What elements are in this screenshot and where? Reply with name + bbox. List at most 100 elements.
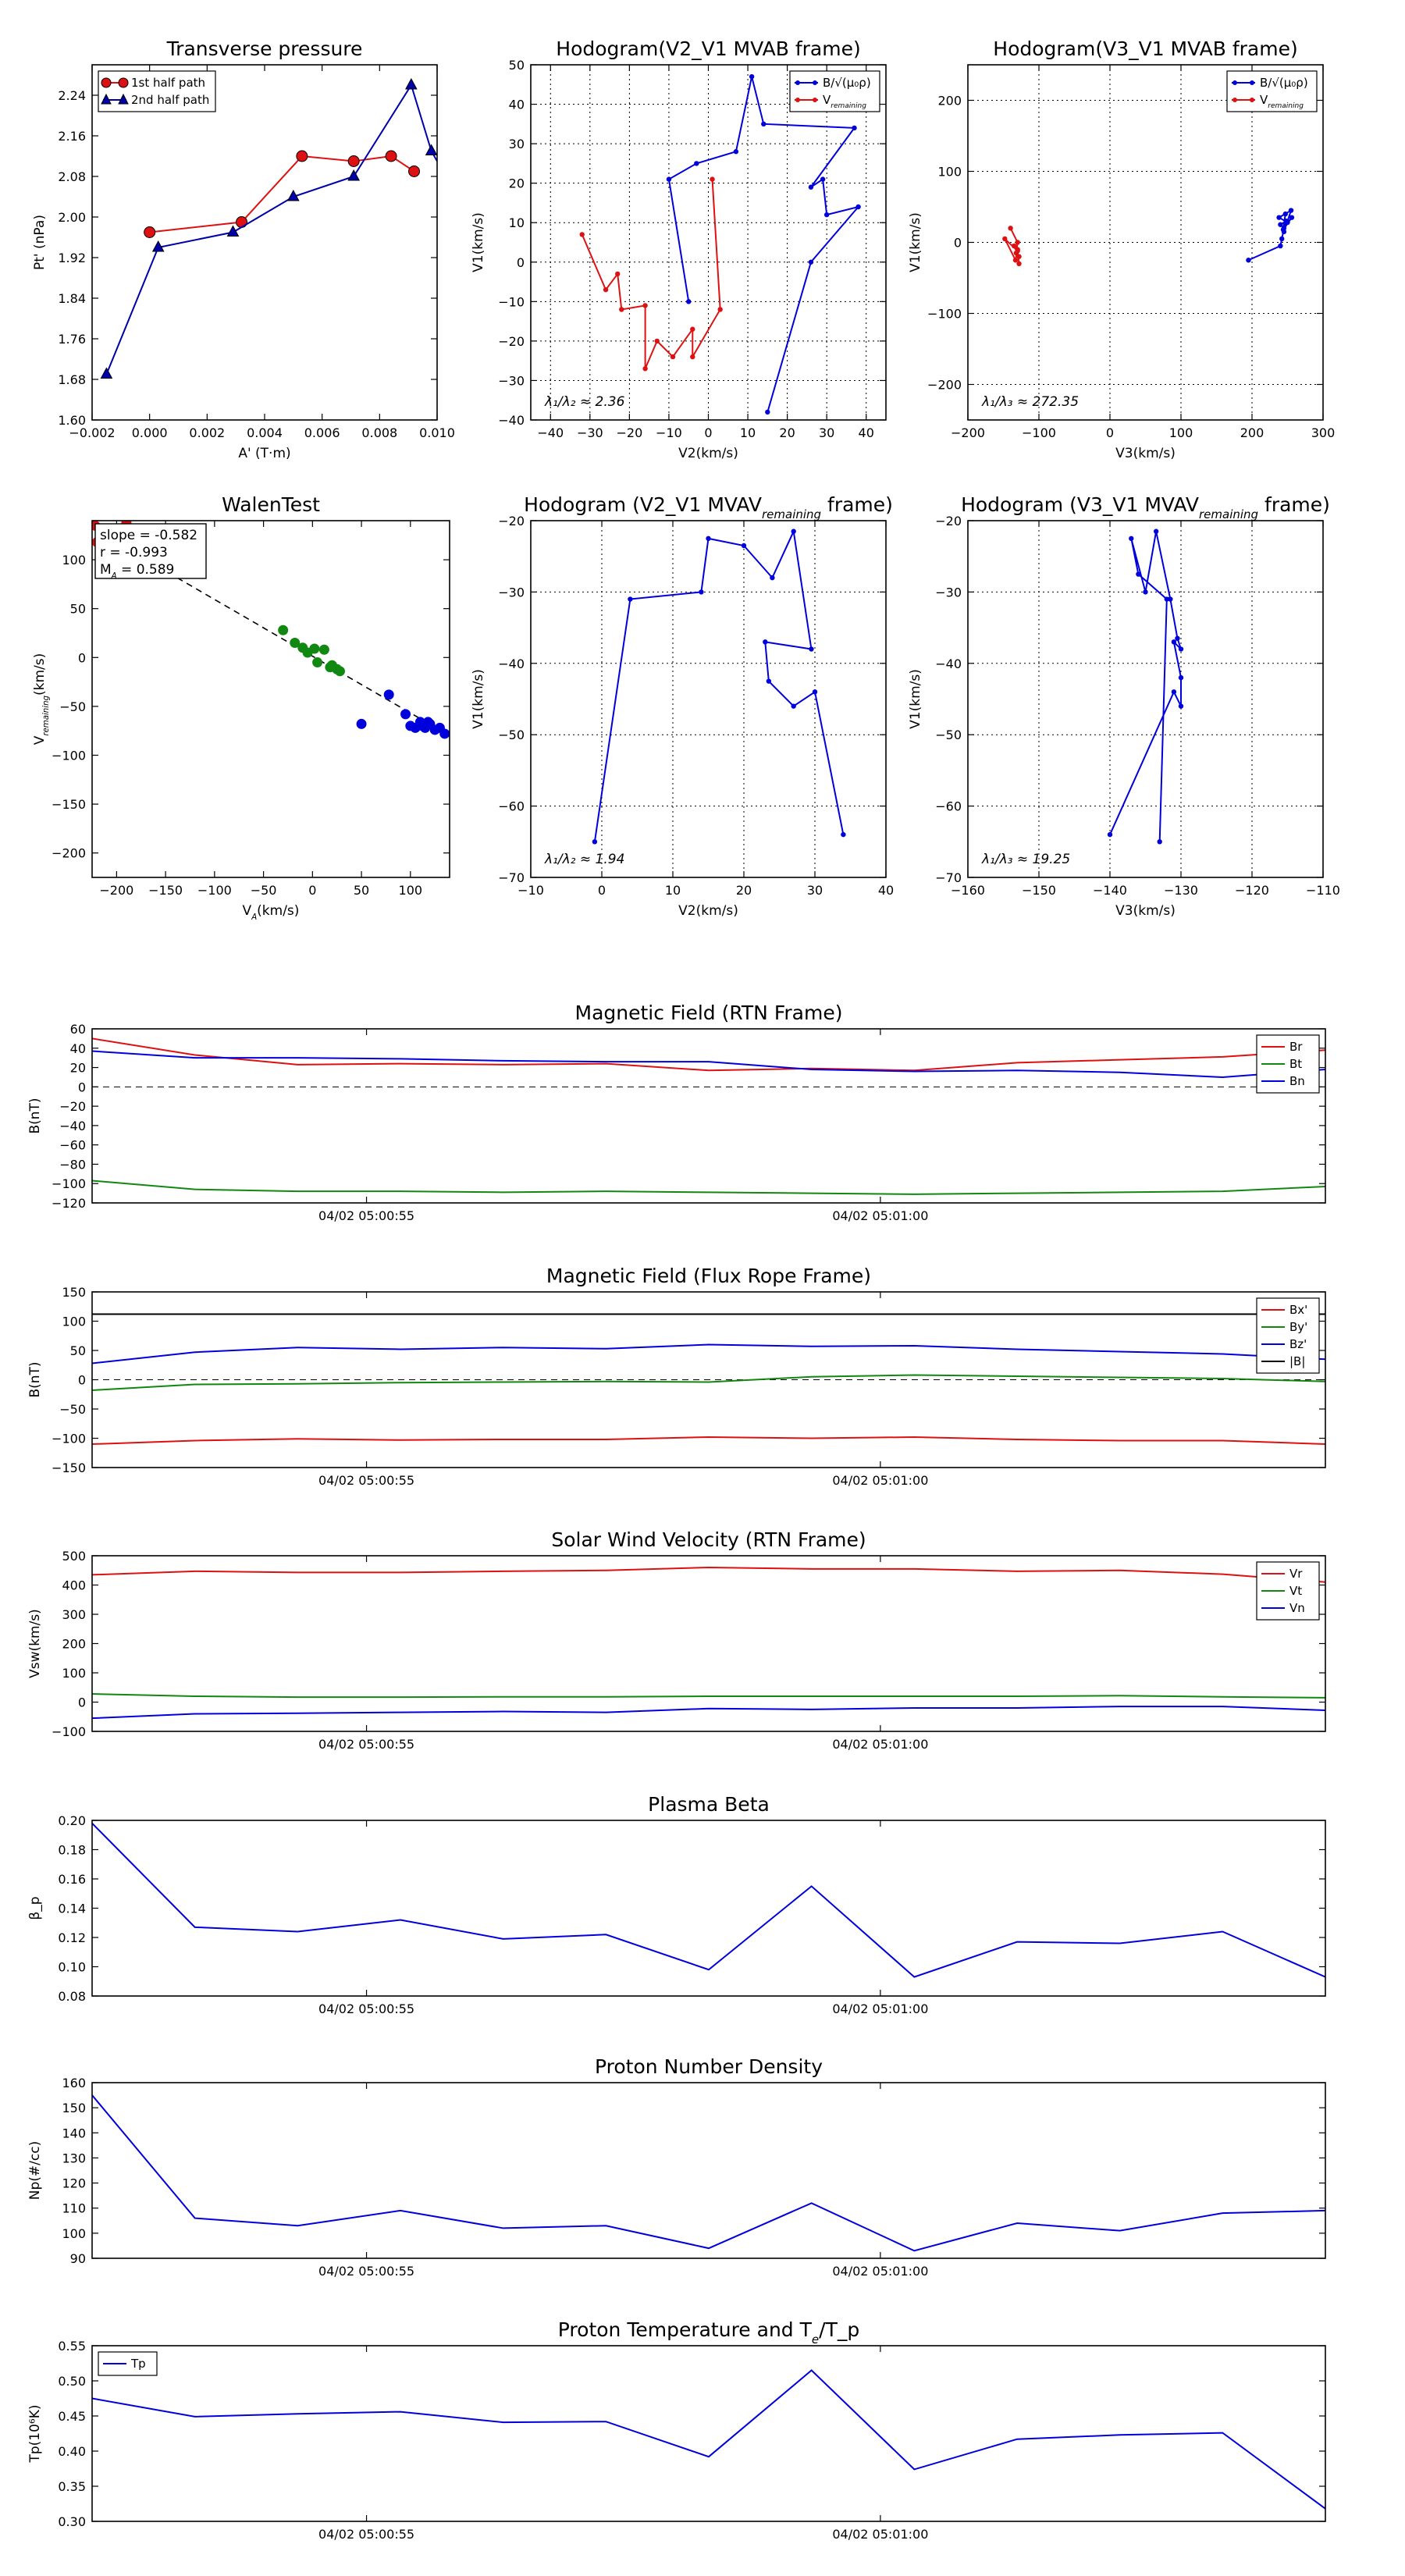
y-tick-label: 50 (70, 1343, 86, 1358)
data-point (1015, 240, 1020, 245)
y-tick-label: −50 (59, 1402, 86, 1417)
y-tick-label: −100 (52, 1176, 86, 1191)
legend-label: Vr (1289, 1567, 1303, 1581)
y-tick-label: −30 (498, 373, 525, 388)
y-tick-label: −20 (498, 334, 525, 349)
y-tick-label: −50 (935, 728, 962, 742)
y-tick-label: 100 (62, 553, 86, 568)
y-tick-label: 110 (62, 2201, 86, 2216)
data-point (1175, 635, 1180, 642)
chart-title: Plasma Beta (648, 1793, 770, 1816)
x-tick-label: 300 (1311, 425, 1336, 440)
data-point (1178, 703, 1184, 709)
chart-title: Hodogram (V3_V1 MVAVremaining frame) (961, 493, 1330, 521)
series-line-V (1109, 531, 1182, 842)
legend-label: Vremaining (823, 93, 866, 110)
data-point (385, 150, 397, 162)
legend-label: Bn (1289, 1074, 1305, 1088)
data-point (286, 189, 300, 201)
legend-marker (101, 93, 112, 105)
y-tick-label: 0.50 (58, 2374, 86, 2389)
data-point (808, 184, 814, 190)
x-tick-label: −150 (1022, 883, 1056, 898)
x-tick-label: 0.008 (361, 425, 397, 440)
data-point (347, 155, 360, 167)
data-point (761, 121, 767, 127)
x-tick-label: −10 (518, 883, 544, 898)
data-point (1278, 243, 1283, 249)
y-tick-label: 1.68 (58, 372, 86, 387)
data-point (312, 657, 323, 668)
chart-walen: WalenTest −200 −150 −100 −50 0 50 100 −200 −150 −1… (32, 493, 450, 922)
x-tick-label: 0 (704, 425, 712, 440)
legend-label: Bt (1289, 1057, 1302, 1071)
y-tick-label: 130 (62, 2151, 86, 2165)
data-point (642, 366, 648, 372)
chart-title: Hodogram(V3_V1 MVAB frame) (993, 37, 1297, 60)
x-tick-label: −140 (1093, 883, 1127, 898)
series-line-B- (667, 76, 861, 413)
chart-bfield: Magnetic Field (RTN Frame) 04/02 05:00:55… (27, 1002, 1326, 1223)
data-point (1280, 226, 1286, 233)
data-point (841, 831, 846, 838)
data-point (770, 575, 775, 581)
plot-area (92, 1823, 1325, 1978)
series-line-beta (92, 1823, 1325, 1978)
y-tick-label: −70 (935, 870, 962, 885)
data-point (855, 204, 861, 210)
x-tick-label: −50 (251, 883, 277, 898)
axes-frame (91, 2345, 1326, 2522)
data-point (151, 240, 165, 252)
x-tick-label: −20 (617, 425, 643, 440)
y-tick-label: −60 (59, 1138, 86, 1153)
chart-title: Proton Number Density (595, 2055, 823, 2078)
y-tick-label: −40 (498, 656, 525, 671)
data-point (334, 666, 345, 677)
data-point (1171, 689, 1177, 695)
data-point (1288, 208, 1294, 213)
plot-area (100, 77, 437, 379)
y-tick-label: 60 (70, 1022, 86, 1037)
data-point (808, 259, 814, 265)
y-tick-label: 160 (62, 2076, 86, 2090)
data-point (690, 326, 695, 332)
axes-frame (91, 1291, 1326, 1468)
chart-hodo2: Hodogram(V3_V1 MVAB frame) −200 −100 0 100 20… (908, 37, 1335, 461)
axes-frame (967, 64, 1324, 421)
y-tick-label: 400 (62, 1578, 86, 1593)
stats-box (94, 523, 207, 579)
x-tick-label: 04/02 05:01:00 (832, 2001, 928, 2016)
chart-tp: Transverse pressure −0.002 0.000 0.002 0.004… (32, 37, 455, 461)
plot-area (92, 1313, 1325, 1445)
data-point (763, 639, 768, 645)
legend: B/√(μ₀ρ) Vremaining (789, 70, 880, 112)
data-point (408, 165, 421, 177)
y-tick-label: 1.60 (58, 413, 86, 428)
data-point (290, 638, 301, 649)
series-line-Bx- (92, 1436, 1325, 1445)
stats-line: r = -0.993 (100, 545, 168, 560)
x-tick-label: −150 (148, 883, 183, 898)
y-tick-label: 100 (62, 2226, 86, 2241)
x-tick-label: 0.000 (132, 425, 168, 440)
plot-area (1002, 208, 1295, 266)
chart-title: Magnetic Field (Flux Rope Frame) (546, 1265, 871, 1287)
data-point (1011, 243, 1017, 249)
legend-marker (795, 80, 800, 85)
data-point (690, 354, 695, 360)
legend-label: Bx' (1289, 1303, 1307, 1317)
data-point (1178, 646, 1184, 652)
data-point (1164, 596, 1170, 602)
x-tick-label: 10 (665, 883, 681, 898)
y-tick-label: −100 (927, 307, 962, 322)
x-axis-label: VA(km/s) (243, 903, 300, 922)
x-tick-label: 200 (1240, 425, 1264, 440)
x-axis-label: V2(km/s) (678, 903, 738, 919)
y-axis-label: B(nT) (27, 1361, 43, 1397)
x-axis-label: V3(km/s) (1115, 446, 1176, 461)
data-point (766, 678, 772, 684)
data-point (628, 596, 633, 602)
y-tick-label: 0.30 (58, 2514, 86, 2529)
x-tick-label: 04/02 05:00:55 (318, 1473, 414, 1488)
y-tick-label: 0 (78, 1080, 86, 1094)
